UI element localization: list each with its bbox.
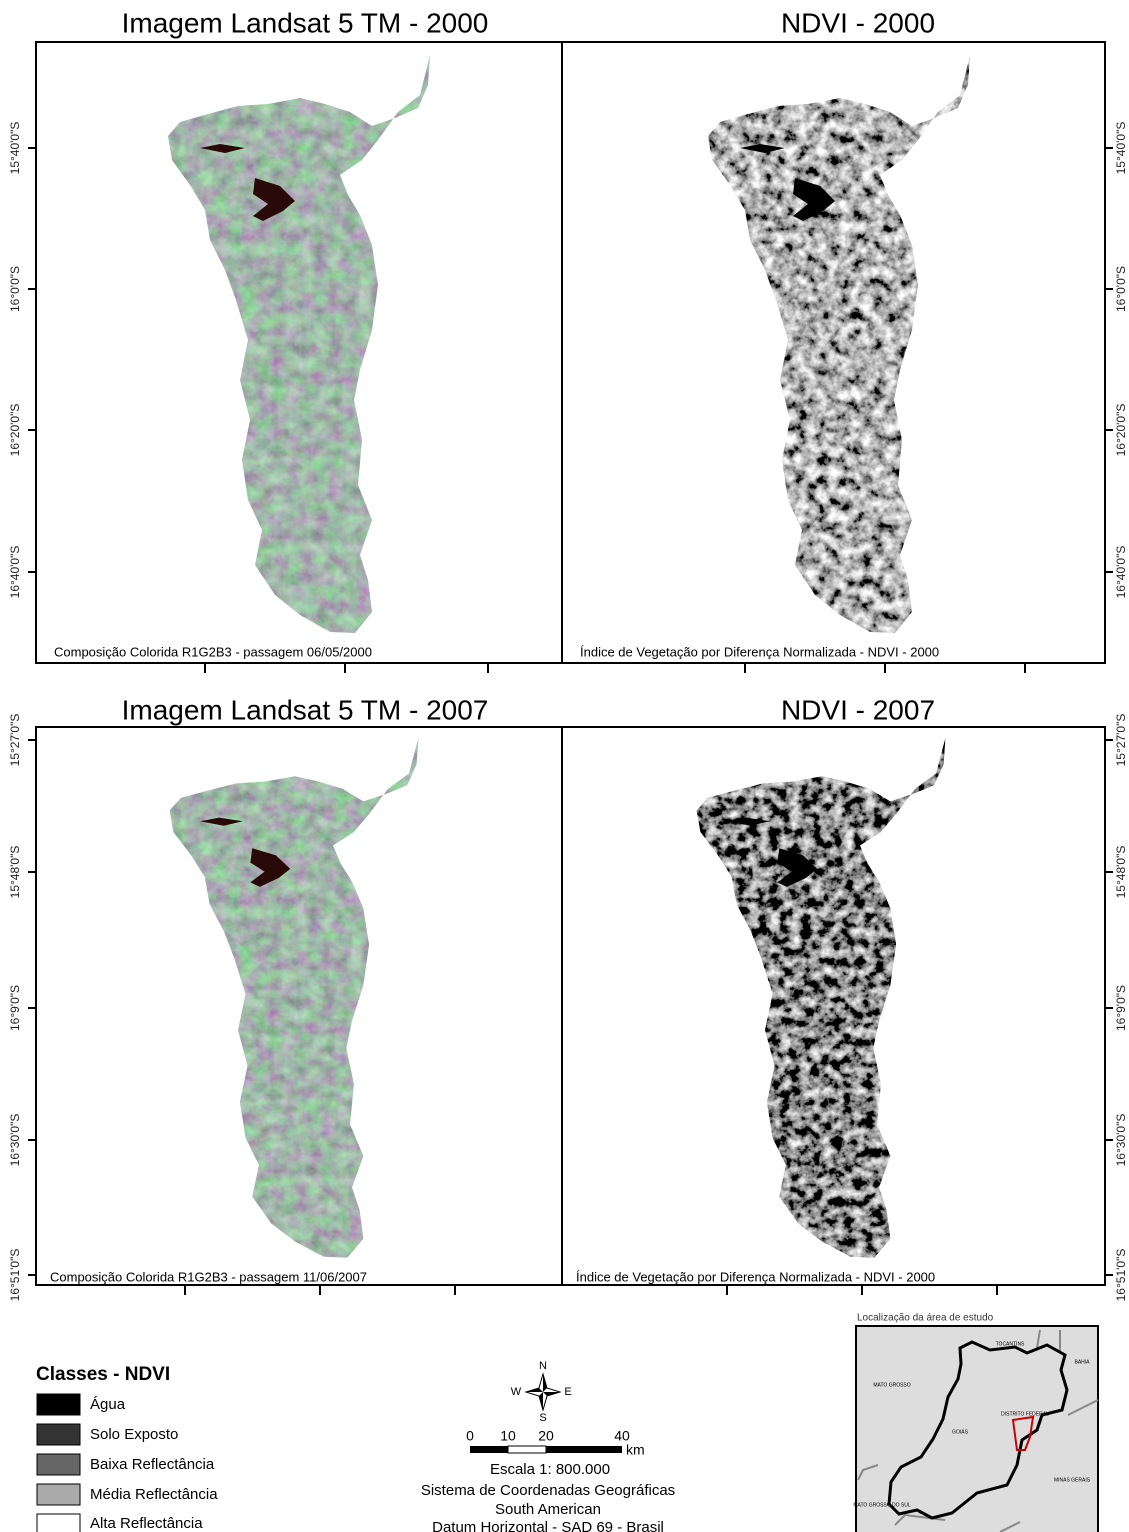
legend: Classes - NDVI Água Solo Exposto Baixa R… [36, 1364, 218, 1532]
legend-title: Classes - NDVI [36, 1364, 170, 1385]
legend-item: Água [90, 1396, 126, 1413]
scale-bar: 0 10 20 40 km [466, 1428, 645, 1458]
scale-unit: km [626, 1442, 645, 1458]
inset-map: Localização da área de estudo TOCANTINS … [853, 1313, 1098, 1532]
inset-label: DISTRITO FEDERAL [1001, 1411, 1049, 1417]
map-info: Datum Horizontal - SAD 69 - Brasil [432, 1519, 664, 1532]
scale-label: 20 [538, 1428, 554, 1444]
landsat-image [162, 733, 433, 1264]
map-info: South American [495, 1501, 601, 1518]
map-layout: Imagem Landsat 5 TM - 2000 NDVI - 2000 I… [0, 0, 1129, 1532]
latitude-label: 15°27'0"S [1114, 714, 1128, 767]
latitude-label: 15°48'0"S [8, 846, 22, 899]
inset-label: GOIÁS [952, 1428, 969, 1435]
legend-item: Alta Reflectância [90, 1515, 203, 1532]
latitude-label: 16°40'0"S [8, 546, 22, 599]
latitude-label: 16°20'0"S [8, 404, 22, 457]
panel-title: Imagem Landsat 5 TM - 2000 [122, 7, 489, 38]
panel-caption: Índice de Vegetação por Diferença Normal… [580, 644, 939, 659]
latitude-label: 15°40'0"S [1114, 122, 1128, 175]
landsat-image [160, 50, 445, 640]
panel-caption: Composição Colorida R1G2B3 - passagem 06… [54, 644, 372, 659]
inset-label: MINAS GERAIS [1054, 1477, 1091, 1483]
inset-label: BAHIA [1074, 1359, 1090, 1365]
legend-item: Média Reflectância [90, 1486, 218, 1503]
ndvi-image [689, 733, 960, 1264]
map-info: Escala 1: 800.000 [490, 1461, 610, 1478]
north-arrow: N W E S [511, 1360, 572, 1424]
scale-label: 10 [500, 1428, 516, 1444]
latitude-label: 16°30'0"S [1114, 1114, 1128, 1167]
latitude-label: 16°9'0"S [1114, 985, 1128, 1031]
panel-caption: Índice de Vegetação por Diferença Normal… [576, 1269, 935, 1284]
latitude-label: 15°48'0"S [1114, 846, 1128, 899]
compass-label: S [539, 1412, 546, 1424]
latitude-label: 16°9'0"S [8, 985, 22, 1031]
latitude-label: 16°51'0"S [8, 1249, 22, 1302]
panel-title: NDVI - 2007 [781, 694, 935, 725]
compass-label: W [511, 1386, 522, 1398]
panel-title: Imagem Landsat 5 TM - 2007 [122, 694, 489, 725]
latitude-label: 16°40'0"S [1114, 546, 1128, 599]
panel-caption: Composição Colorida R1G2B3 - passagem 11… [50, 1269, 367, 1284]
ndvi-image [700, 50, 985, 640]
panel-title: NDVI - 2000 [781, 7, 935, 38]
latitude-label: 15°27'0"S [8, 714, 22, 767]
latitude-label: 16°0'0"S [1114, 266, 1128, 312]
latitude-label: 16°51'0"S [1114, 1249, 1128, 1302]
inset-label: TOCANTINS [996, 1341, 1025, 1347]
legend-item: Baixa Reflectância [90, 1456, 215, 1473]
latitude-label: 16°30'0"S [8, 1114, 22, 1167]
map-info: Sistema de Coordenadas Geográficas [421, 1482, 675, 1499]
compass-label: E [564, 1386, 571, 1398]
inset-label: MATO GROSSO DO SUL [853, 1502, 911, 1508]
latitude-label: 16°20'0"S [1114, 404, 1128, 457]
scale-label: 0 [466, 1428, 474, 1444]
compass-label: N [539, 1360, 547, 1372]
latitude-label: 16°0'0"S [8, 266, 22, 312]
inset-label: MATO GROSSO [873, 1382, 910, 1388]
latitude-label: 15°40'0"S [8, 122, 22, 175]
inset-title: Localização da área de estudo [857, 1313, 994, 1324]
legend-item: Solo Exposto [90, 1426, 178, 1443]
